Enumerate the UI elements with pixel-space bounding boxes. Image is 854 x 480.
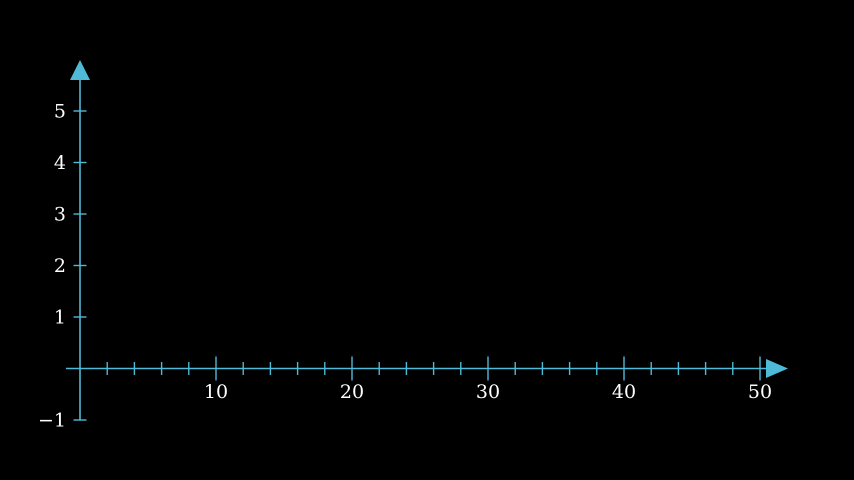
y-tick-label: 5 <box>54 101 66 123</box>
x-axis-arrow <box>766 359 788 378</box>
y-axis-arrow <box>70 60 90 80</box>
ticks <box>73 110 761 421</box>
y-tick-label: 4 <box>54 152 66 174</box>
y-tick-label: 1 <box>54 307 66 329</box>
x-tick-label: 10 <box>204 381 228 403</box>
x-tick-label: 30 <box>476 381 500 403</box>
x-tick-label: 20 <box>340 381 364 403</box>
y-tick-label: −1 <box>38 410 66 432</box>
y-tick-label: 2 <box>54 255 66 277</box>
x-tick-label: 50 <box>748 381 772 403</box>
tick-labels: 10 20 30 40 50 −1 1 2 3 4 5 <box>38 101 772 432</box>
axes <box>66 60 788 420</box>
x-tick-label: 40 <box>612 381 636 403</box>
y-tick-label: 3 <box>54 204 66 226</box>
